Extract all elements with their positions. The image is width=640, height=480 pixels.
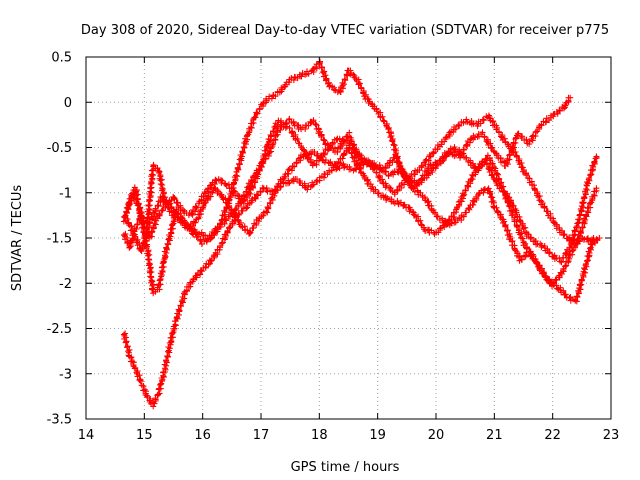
- marker-path: [123, 112, 603, 248]
- y-tick-label: -3.5: [47, 413, 72, 428]
- marker-path: [120, 144, 597, 305]
- x-tick-label: 19: [369, 428, 386, 443]
- y-tick-label: 0: [64, 96, 72, 111]
- y-tick-label: -2.5: [47, 322, 72, 337]
- x-tick-label: 17: [253, 428, 270, 443]
- x-axis-label: GPS time / hours: [291, 460, 400, 475]
- y-axis-label: SDTVAR / TECUs: [10, 185, 25, 292]
- x-tick-label: 16: [194, 428, 211, 443]
- x-tick-label: 20: [428, 428, 445, 443]
- y-tick-label: -2: [59, 277, 72, 292]
- x-tick-label: 21: [486, 428, 503, 443]
- data-points: [120, 58, 603, 410]
- tick-labels: 14 15 16 17 18 19 20 21 22 23 0.5 0 -0.5 -1 -1.5 -2 -2.5…: [47, 51, 620, 444]
- y-tick-label: -1.5: [47, 232, 72, 247]
- x-tick-label: 22: [544, 428, 561, 443]
- series-track-d: [120, 144, 597, 305]
- y-tick-label: -0.5: [47, 141, 72, 156]
- x-tick-label: 18: [311, 428, 328, 443]
- axis-ticks: [85, 56, 612, 420]
- series-track-c: [120, 115, 600, 266]
- y-tick-label: -3: [59, 367, 72, 382]
- chart-title: Day 308 of 2020, Sidereal Day-to-day VTE…: [81, 23, 609, 38]
- y-tick-label: 0.5: [51, 51, 72, 66]
- x-tick-label: 14: [78, 428, 95, 443]
- marker-path: [120, 115, 600, 266]
- series-track-e: [123, 112, 603, 248]
- x-tick-label: 23: [603, 428, 620, 443]
- x-tick-label: 15: [136, 428, 153, 443]
- y-tick-label: -1: [59, 186, 72, 201]
